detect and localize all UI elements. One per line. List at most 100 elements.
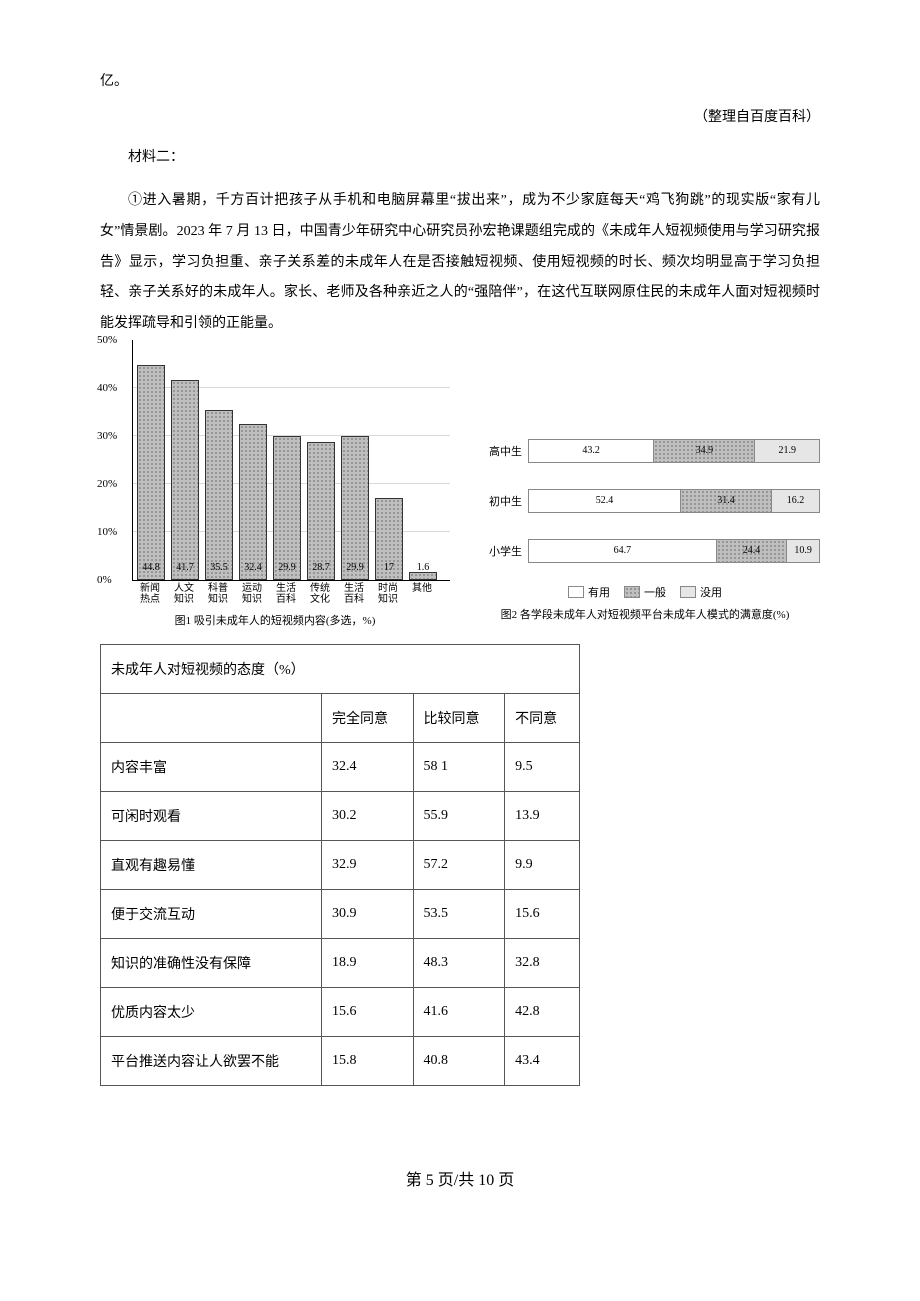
chart2-legend-item: 一般 <box>624 584 666 600</box>
attitude-table-title: 未成年人对短视频的态度（%） <box>100 644 580 693</box>
chart1-bar: 17 <box>375 498 403 580</box>
chart1-bar-value: 35.5 <box>206 562 232 573</box>
table-row: 可闲时观看30.255.913.9 <box>101 791 580 840</box>
attitude-col-header: 比较同意 <box>413 693 505 742</box>
chart1-caption: 图1 吸引未成年人的短视频内容(多选，%) <box>100 612 450 628</box>
chart2-legend-swatch <box>680 586 696 598</box>
chart2-legend-item: 有用 <box>568 584 610 600</box>
attitude-cell: 57.2 <box>413 840 505 889</box>
chart2-legend: 有用一般 没用 <box>470 584 820 600</box>
chart2-row-label: 初中生 <box>470 493 528 509</box>
chart1-ytick: 20% <box>97 478 117 490</box>
chart2-row-label: 高中生 <box>470 443 528 459</box>
chart1-ytick: 40% <box>97 382 117 394</box>
chart1-bar-value: 32.4 <box>240 562 266 573</box>
chart1-bar-value: 17 <box>376 562 402 573</box>
fragment-line: 亿。 <box>100 70 820 90</box>
chart2-row-label: 小学生 <box>470 543 528 559</box>
chart2-legend-swatch <box>624 586 640 598</box>
attitude-cell: 30.9 <box>322 889 414 938</box>
chart2-caption: 图2 各学段未成年人对短视频平台未成年人模式的满意度(%) <box>470 606 820 622</box>
chart2-legend-swatch <box>568 586 584 598</box>
chart1-bar-value: 28.7 <box>308 562 334 573</box>
chart2-plot: 高中生43.234.921.9 初中生52.431.416.2 小学生64.724.… <box>470 420 820 582</box>
attitude-cell: 15.8 <box>322 1036 414 1085</box>
chart1-plot: 0%10%20%30%40%50%44.841.735.532.429.928.… <box>132 340 450 581</box>
chart2-segment: 24.4 <box>717 540 788 562</box>
table-row: 平台推送内容让人欲罢不能15.840.843.4 <box>101 1036 580 1085</box>
attitude-cell: 18.9 <box>322 938 414 987</box>
chart1-xlabel: 人文知识 <box>170 583 198 606</box>
attitude-cell: 15.6 <box>505 889 580 938</box>
attitude-col-header: 完全同意 <box>322 693 414 742</box>
attitude-cell: 53.5 <box>413 889 505 938</box>
chart2-segment: 34.9 <box>654 440 755 462</box>
attitude-cell: 便于交流互动 <box>101 889 322 938</box>
attitude-cell: 42.8 <box>505 987 580 1036</box>
chart1-ytick: 0% <box>97 574 112 586</box>
chart2-legend-label: 没用 <box>700 584 722 600</box>
attitude-cell: 直观有趣易懂 <box>101 840 322 889</box>
chart1-xlabel: 生活百科 <box>340 583 368 606</box>
attitude-cell: 可闲时观看 <box>101 791 322 840</box>
table-row: 优质内容太少15.641.642.8 <box>101 987 580 1036</box>
attitude-cell: 知识的准确性没有保障 <box>101 938 322 987</box>
chart1-bar: 1.6 <box>409 572 437 580</box>
chart2-segment: 21.9 <box>755 440 819 462</box>
attitude-cell: 平台推送内容让人欲罢不能 <box>101 1036 322 1085</box>
chart2-segment: 10.9 <box>787 540 819 562</box>
chart2-segment: 16.2 <box>772 490 819 512</box>
chart1-ytick: 50% <box>97 334 117 346</box>
chart2-segment: 43.2 <box>529 440 654 462</box>
document-page: 亿。 （整理自百度百科） 材料二： ①进入暑期，千方百计把孩子从手机和电脑屏幕里… <box>0 0 920 1230</box>
attitude-cell: 9.9 <box>505 840 580 889</box>
page-footer: 第 5 页/共 10 页 <box>100 1166 820 1190</box>
attitude-cell: 内容丰富 <box>101 742 322 791</box>
attitude-cell: 13.9 <box>505 791 580 840</box>
attitude-cell: 55.9 <box>413 791 505 840</box>
chart1-xlabel: 运动知识 <box>238 583 266 606</box>
chart2-row: 高中生43.234.921.9 <box>470 437 820 465</box>
attitude-table: 未成年人对短视频的态度（%） 完全同意比较同意不同意内容丰富32.458 19.… <box>100 644 580 1086</box>
chart2-legend-item: 没用 <box>680 584 722 600</box>
charts-row: 0%10%20%30%40%50%44.841.735.532.429.928.… <box>100 340 820 628</box>
attitude-col-header <box>101 693 322 742</box>
chart1-xlabels: 新闻热点人文知识科普知识运动知识生活百科传统文化生活百科时尚知识其他 <box>132 581 450 606</box>
chart1-bar: 41.7 <box>171 380 199 580</box>
chart1-xlabel: 科普知识 <box>204 583 232 606</box>
attitude-cell: 9.5 <box>505 742 580 791</box>
chart1-bar: 35.5 <box>205 410 233 580</box>
attitude-cell: 58 1 <box>413 742 505 791</box>
attitude-table-body: 完全同意比较同意不同意内容丰富32.458 19.5可闲时观看30.255.91… <box>100 693 580 1086</box>
chart1-xlabel: 其他 <box>408 583 436 606</box>
table-row: 内容丰富32.458 19.5 <box>101 742 580 791</box>
chart1-bar-value: 44.8 <box>138 562 164 573</box>
attitude-cell: 32.9 <box>322 840 414 889</box>
table-row: 直观有趣易懂32.957.29.9 <box>101 840 580 889</box>
chart1-xlabel: 新闻热点 <box>136 583 164 606</box>
chart2-row: 初中生52.431.416.2 <box>470 487 820 515</box>
attitude-cell: 30.2 <box>322 791 414 840</box>
attitude-cell: 48.3 <box>413 938 505 987</box>
chart1-xlabel: 时尚知识 <box>374 583 402 606</box>
chart2-segment: 31.4 <box>681 490 772 512</box>
chart1-bar-value: 29.9 <box>274 562 300 573</box>
table-row: 便于交流互动30.953.515.6 <box>101 889 580 938</box>
chart1-bar-value: 1.6 <box>410 562 436 573</box>
chart1-ytick: 10% <box>97 526 117 538</box>
chart2-row: 小学生64.724.410.9 <box>470 537 820 565</box>
chart2-legend-label: 有用 <box>588 584 610 600</box>
chart1-bar: 29.9 <box>341 436 369 580</box>
table-row: 知识的准确性没有保障18.948.332.8 <box>101 938 580 987</box>
attitude-cell: 41.6 <box>413 987 505 1036</box>
chart1-bar-value: 41.7 <box>172 562 198 573</box>
chart1: 0%10%20%30%40%50%44.841.735.532.429.928.… <box>100 340 450 628</box>
attitude-cell: 43.4 <box>505 1036 580 1085</box>
attitude-cell: 优质内容太少 <box>101 987 322 1036</box>
chart1-bar: 32.4 <box>239 424 267 580</box>
chart1-bar: 44.8 <box>137 365 165 580</box>
attitude-cell: 15.6 <box>322 987 414 1036</box>
attitude-col-header: 不同意 <box>505 693 580 742</box>
chart2-segment: 64.7 <box>529 540 717 562</box>
body-paragraph: ①进入暑期，千方百计把孩子从手机和电脑屏幕里“拔出来”，成为不少家庭每天“鸡飞狗… <box>100 186 820 340</box>
